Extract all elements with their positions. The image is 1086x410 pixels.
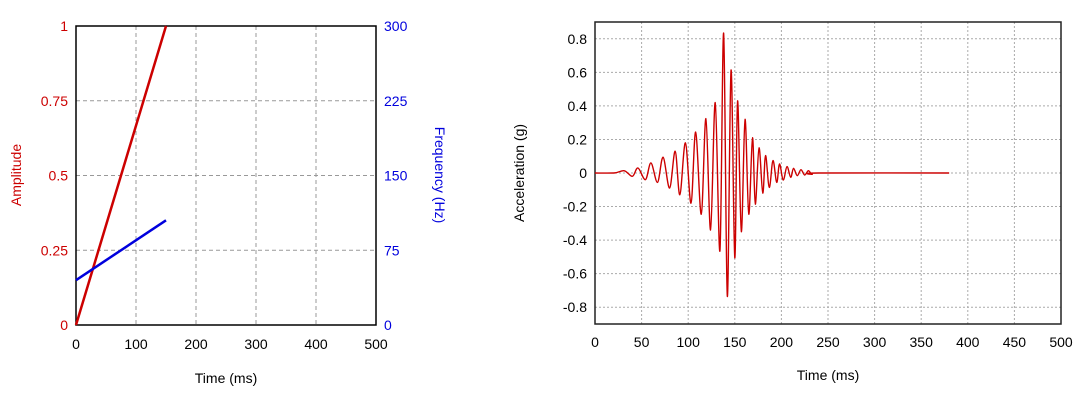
- y-tick-label: 0.25: [41, 242, 68, 258]
- y-right-tick-label: 225: [384, 93, 408, 109]
- acceleration-chart: 0 50 100 150 200 250 300 350 400 450 500 -0.8 -0.6 -0…: [563, 21, 1073, 350]
- y-tick-label: 0: [60, 317, 68, 333]
- y-tick-label: 1: [60, 18, 68, 34]
- plot-frame: [75, 25, 377, 326]
- y-right-tick-label: 75: [384, 242, 400, 258]
- x-tick-label: 0: [72, 336, 80, 352]
- x-tick-label: 500: [364, 336, 388, 352]
- y-tick-label: -0.4: [563, 232, 587, 248]
- y-tick-label: 0: [579, 165, 587, 181]
- x-tick-label: 350: [910, 334, 934, 350]
- x-tick-label: 450: [1003, 334, 1027, 350]
- x-tick-label: 100: [677, 334, 701, 350]
- y-right-tick-label: 0: [384, 317, 392, 333]
- x-axis-label: Time (ms): [797, 367, 859, 383]
- frequency-line: [75, 219, 167, 282]
- amplitude-frequency-chart: 0 100 200 300 400 500 0 0.25 0.5 0.75 1 0 75 150 225 30…: [41, 18, 408, 352]
- acceleration-signal-line: [594, 32, 950, 298]
- y-axis-label-frequency: Frequency (Hz): [432, 127, 448, 223]
- x-tick-label: 400: [304, 336, 328, 352]
- x-tick-label: 250: [816, 334, 840, 350]
- y-tick-label: -0.8: [563, 299, 587, 315]
- y-tick-label: -0.6: [563, 266, 587, 282]
- x-tick-label: 300: [863, 334, 887, 350]
- x-tick-label: 150: [723, 334, 747, 350]
- x-tick-label: 200: [184, 336, 208, 352]
- y-right-tick-label: 150: [384, 168, 408, 184]
- y-tick-label: 0.75: [41, 93, 68, 109]
- x-tick-label: 50: [634, 334, 650, 350]
- x-tick-label: 200: [770, 334, 794, 350]
- y-tick-label: 0.4: [568, 98, 588, 114]
- y-tick-label: -0.2: [563, 199, 587, 215]
- x-tick-label: 100: [124, 336, 148, 352]
- x-tick-label: 0: [591, 334, 599, 350]
- x-tick-label: 300: [244, 336, 268, 352]
- y-right-tick-label: 300: [384, 18, 408, 34]
- amplitude-line: [74, 25, 168, 326]
- y-tick-label: 0.5: [49, 168, 69, 184]
- x-tick-label: 500: [1049, 334, 1073, 350]
- y-tick-label: 0.6: [568, 64, 588, 80]
- x-tick-label: 400: [956, 334, 980, 350]
- y-axis-label-acceleration: Acceleration (g): [511, 124, 527, 222]
- y-tick-label: 0.8: [568, 31, 588, 47]
- y-axis-label-amplitude: Amplitude: [8, 144, 24, 206]
- y-tick-label: 0.2: [568, 131, 588, 147]
- x-axis-label: Time (ms): [195, 370, 257, 386]
